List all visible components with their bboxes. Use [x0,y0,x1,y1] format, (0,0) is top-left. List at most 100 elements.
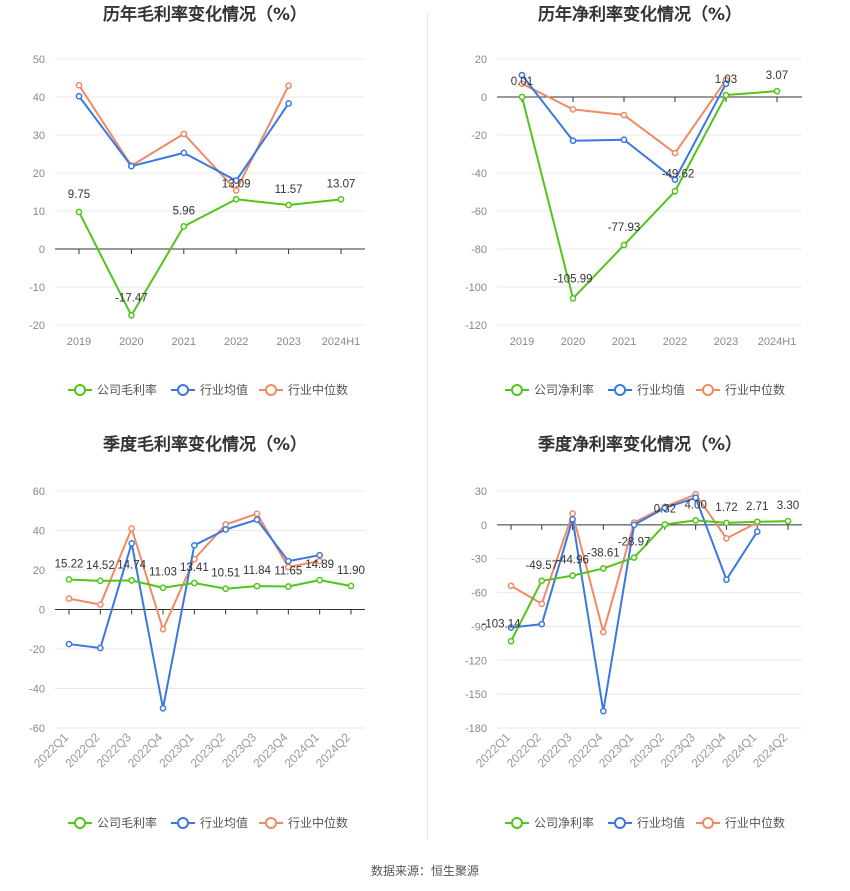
x-tick-label: 2024H1 [758,336,797,348]
data-label: -49.62 [662,168,695,180]
y-tick-label: -150 [465,689,487,701]
panel-divider [427,12,428,840]
y-tick-label: -80 [471,244,487,256]
data-point-company [753,518,761,526]
y-tick-label: -20 [29,320,45,332]
data-point-avg [569,515,576,523]
legend-item-company: 公司净利率 [505,815,594,830]
legend-marker [74,817,86,829]
x-tick-label: 2022 [663,336,687,348]
data-label: -103.14 [481,618,521,630]
data-point-avg [599,707,607,715]
data-label: 1.72 [715,502,737,514]
series-line-company [510,519,789,642]
data-label: 14.74 [117,559,146,571]
data-label: -49.57 [525,560,558,572]
data-label: 14.89 [305,559,334,571]
data-point-avg [692,494,700,502]
data-source-note: 数据来源：恒生聚源 [370,864,479,878]
x-tick-label: 2020 [119,336,143,348]
y-tick-label: -40 [471,168,487,180]
data-point-median [518,80,526,88]
y-tick-label: 20 [33,565,45,577]
data-label: 9.75 [68,189,90,201]
quarterly-net-margin-chart: 季度净利率变化情况（%） 30 0 -30 -60 -90 -120 -150 -180 2022… [427,430,850,850]
data-point-avg [180,149,188,157]
data-label: 13.07 [327,178,356,190]
data-point-median [253,510,261,518]
data-point-avg [620,136,628,144]
y-tick-label: 0 [481,92,487,104]
x-tick-label: 2022 [224,336,248,348]
legend-item-median: 行业中位数 [696,382,785,397]
data-label: 11.65 [274,565,302,577]
legend-marker [511,384,523,396]
data-point-avg [507,624,515,631]
data-point-median [65,595,73,602]
legend-item-median: 行业中位数 [259,815,348,830]
y-tick-label: 40 [33,526,45,538]
data-point-avg [190,541,198,549]
data-point-company [569,572,576,579]
data-point-avg [128,539,136,547]
data-label: 11.57 [275,184,303,196]
y-tick-label: -180 [465,723,487,735]
legend-label: 行业中位数 [725,815,785,830]
legend-marker [614,817,626,829]
data-point-median [569,106,577,113]
annual-gross-margin-chart: 历年毛利率变化情况（%） 50 40 30 20 10 0 -10 -20 2019 2020 202… [0,0,427,420]
legend-item-company: 公司毛利率 [68,815,157,830]
data-point-avg [630,521,638,529]
data-point-company [784,517,792,525]
x-tick-label: 2024Q2 [750,730,790,770]
data-point-avg [96,644,104,652]
data-point-company [232,195,240,203]
data-label: 0.01 [511,76,533,88]
legend-label: 公司净利率 [534,382,594,397]
legend-marker [702,817,714,829]
y-tick-label: -120 [465,320,487,332]
legend-item-company: 公司毛利率 [68,382,157,397]
data-point-median [507,582,515,590]
data-point-avg [538,620,546,628]
data-point-median [599,628,607,636]
data-point-median [671,149,679,157]
legend-label: 行业均值 [200,815,248,830]
legend-item-median: 行业中位数 [259,382,348,397]
legend-label: 行业均值 [637,815,685,830]
legend-marker [614,384,626,396]
data-point-company [773,87,781,95]
data-point-company [316,576,324,584]
legend-label: 行业中位数 [288,815,348,830]
data-label: 4.00 [684,499,706,511]
data-label: -44.96 [556,555,589,567]
data-label: 3.30 [777,500,799,512]
data-point-company [347,582,355,590]
data-label: 2.71 [746,501,768,513]
y-tick-label: 0 [481,520,487,532]
legend-label: 行业中位数 [725,382,785,397]
data-point-company [65,576,73,583]
data-label: 14.52 [86,560,115,572]
legend-marker [74,384,86,396]
series-line-avg [78,95,290,182]
x-tick-label: 2023 [276,336,300,348]
legend-label: 行业均值 [637,382,685,397]
data-label: -38.61 [587,547,620,559]
annual-net-margin-chart: 历年净利率变化情况（%） 20 0 -20 -40 -60 -80 -100 -120 2019 2… [427,0,850,420]
x-tick-label: 2023 [714,336,738,348]
data-point-avg [159,704,167,712]
data-point-avg [753,528,761,535]
data-point-company [190,579,198,587]
chart-title: 季度净利率变化情况（%） [538,434,742,455]
data-point-median [285,82,292,89]
data-point-company [128,312,135,319]
data-point-avg [284,557,292,565]
data-label: 10.51 [211,568,240,580]
data-point-company [518,93,526,101]
annual-net-margin-svg: 历年净利率变化情况（%） 20 0 -20 -40 -60 -80 -100 -120 2019 2… [465,4,802,397]
legend-label: 公司毛利率 [97,382,157,397]
legend-item-median: 行业中位数 [696,815,785,830]
x-tick-label: 2024Q2 [313,730,353,770]
data-point-median [620,111,628,119]
